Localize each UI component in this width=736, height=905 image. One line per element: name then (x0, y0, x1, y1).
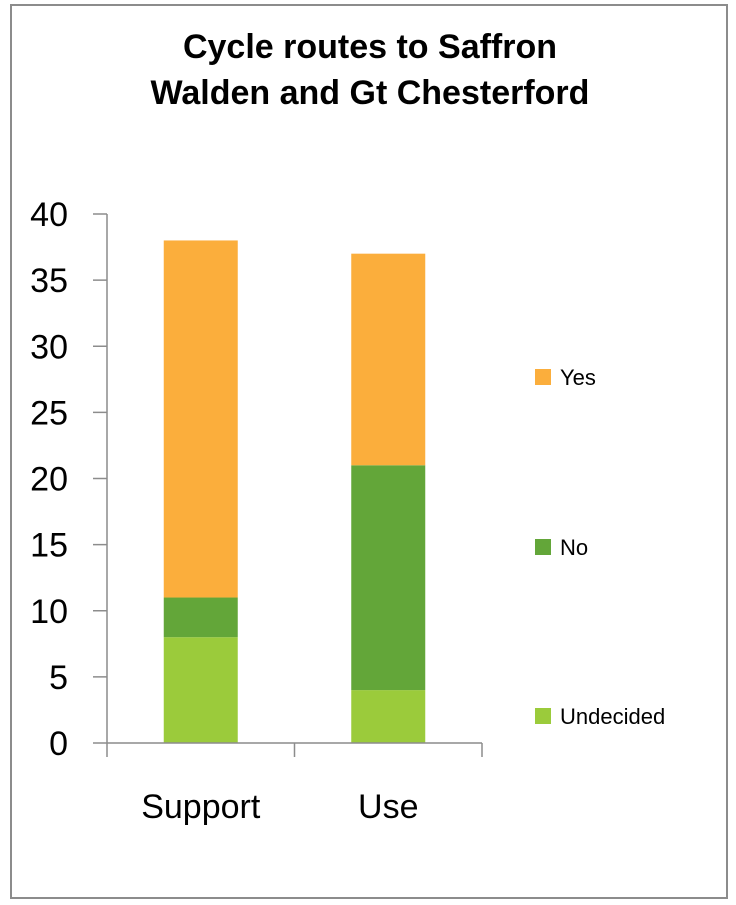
x-label-support: Support (141, 788, 261, 826)
legend-swatch-yes (535, 369, 551, 385)
bar-support-undecided (163, 637, 238, 743)
bars-layer (163, 240, 426, 743)
y-tick-label-15: 15 (30, 527, 68, 565)
chart-title-line-1: Cycle routes to Saffron (182, 28, 558, 66)
y-tick-label-25: 25 (30, 394, 68, 432)
y-tick-label-40: 40 (30, 196, 68, 234)
bar-use-no (351, 465, 426, 691)
legend: Yes No Undecided (535, 365, 665, 729)
y-tick-label-5: 5 (49, 659, 68, 697)
legend-swatch-undecided (535, 708, 551, 724)
axes-layer (93, 213, 483, 757)
chart-title: Cycle routes to Saffron Walden and Gt Ch… (60, 24, 680, 116)
y-tick-labels: 0 5 10 15 20 25 30 35 40 (30, 196, 68, 763)
legend-label-undecided: Undecided (560, 704, 665, 729)
chart-title-line-2: Walden and Gt Chesterford (150, 74, 590, 112)
legend-label-yes: Yes (560, 365, 596, 390)
y-tick-label-10: 10 (30, 593, 68, 631)
legend-swatch-no (535, 539, 551, 555)
bar-use-undecided (351, 690, 426, 743)
x-label-use: Use (358, 788, 418, 826)
bar-support-yes (163, 240, 238, 598)
y-tick-label-30: 30 (30, 328, 68, 366)
x-category-labels: Support Use (141, 788, 418, 826)
bar-use-yes (351, 253, 426, 466)
legend-label-no: No (560, 535, 588, 560)
y-tick-label-35: 35 (30, 262, 68, 300)
bar-support-no (163, 597, 238, 638)
y-tick-label-20: 20 (30, 461, 68, 499)
y-tick-label-0: 0 (49, 725, 68, 763)
